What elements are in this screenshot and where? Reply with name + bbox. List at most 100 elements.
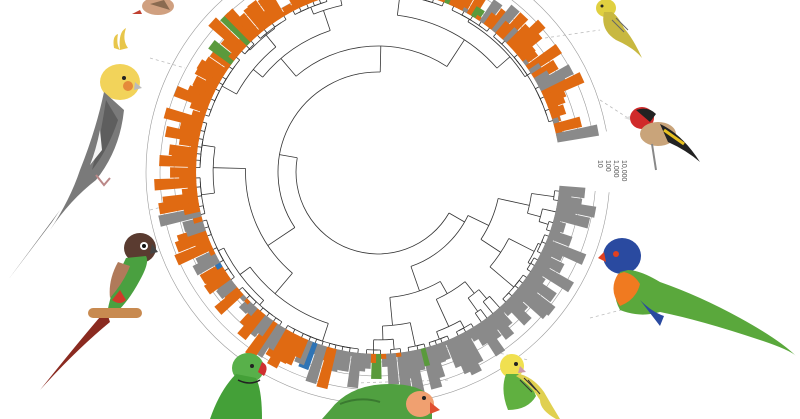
tree-branch xyxy=(428,342,431,347)
tree-branch xyxy=(390,348,401,350)
tree-branch xyxy=(295,45,448,77)
tree-branch xyxy=(392,339,395,350)
scale-label-1000: 1,000 xyxy=(612,160,619,178)
tree-branch xyxy=(451,6,454,11)
tree-branch xyxy=(480,309,485,315)
tree-branch xyxy=(546,221,550,230)
tree-branch xyxy=(489,238,510,268)
tree-branch xyxy=(436,281,466,300)
tree-branch xyxy=(219,259,224,263)
tree-branch xyxy=(310,7,314,15)
tree-branch xyxy=(202,205,206,214)
tree-branch xyxy=(410,215,469,267)
tree-branch xyxy=(544,108,550,112)
tree-branch xyxy=(459,320,465,328)
scale-label-100: 100 xyxy=(604,160,611,172)
tree-branch xyxy=(493,36,503,45)
scale-label-10000: 10,000 xyxy=(620,160,627,182)
tree-branch xyxy=(222,76,227,80)
tree-branch xyxy=(514,280,520,286)
tree-branch xyxy=(448,212,465,223)
tree-branch xyxy=(260,307,264,312)
trait-bar xyxy=(492,307,513,330)
trait-bar xyxy=(506,23,533,50)
tree-branch xyxy=(280,58,297,77)
tree-branch xyxy=(396,0,400,16)
tree-branch xyxy=(482,296,490,303)
tree-branch xyxy=(299,7,302,12)
tree-branch xyxy=(275,317,283,323)
trait-bar xyxy=(502,27,522,46)
trait-bar xyxy=(547,229,573,247)
tree-branch xyxy=(215,88,220,92)
tree-branch xyxy=(464,281,475,294)
tree-branch xyxy=(533,257,538,261)
ringneck-parakeet-illustration xyxy=(210,353,267,419)
tree-branch xyxy=(199,177,202,187)
tree-branch xyxy=(319,0,322,4)
tree-branch xyxy=(446,39,465,67)
tree-branch xyxy=(218,247,225,252)
tree-branch xyxy=(389,281,441,298)
tree-branch xyxy=(461,11,465,16)
tree-branch xyxy=(340,0,343,6)
tree-branch xyxy=(534,88,541,99)
tree-branch xyxy=(257,35,261,39)
tree-branch xyxy=(541,234,545,242)
trait-bar xyxy=(513,286,551,320)
tree-branch xyxy=(423,343,426,348)
tree-branch xyxy=(397,14,498,69)
tree-branch xyxy=(522,274,527,278)
tree-branch xyxy=(264,29,268,34)
trait-bar xyxy=(541,243,565,262)
tree-branch xyxy=(308,336,311,341)
tree-branch xyxy=(527,212,541,218)
trait-bar xyxy=(445,337,466,369)
tree-branch xyxy=(273,317,277,322)
tree-branch xyxy=(200,130,205,132)
serin-illustration xyxy=(596,0,642,58)
tree-branch xyxy=(201,192,215,196)
trait-bar xyxy=(506,293,529,315)
trait-bar xyxy=(208,17,247,54)
tree-branch xyxy=(407,347,410,352)
tree-branch xyxy=(456,327,464,333)
tree-branch xyxy=(206,219,210,227)
tree-branch xyxy=(456,331,459,336)
tree-branch xyxy=(279,154,298,159)
finch-illustration xyxy=(132,0,174,15)
trait-bar xyxy=(244,302,258,317)
tree-branch xyxy=(253,69,263,78)
tree-branch xyxy=(274,272,293,294)
tree-branch xyxy=(246,45,250,50)
trait-bar xyxy=(214,287,244,315)
tree-branch xyxy=(228,268,235,278)
tree-branch xyxy=(199,205,204,207)
scale-ring xyxy=(145,0,610,405)
rainbow-lorikeet-illustration xyxy=(598,238,796,356)
tree-branch xyxy=(326,0,328,2)
tree-branch xyxy=(486,27,490,32)
trait-bar xyxy=(499,300,515,317)
tree-branch xyxy=(292,10,296,15)
trait-bar xyxy=(531,261,574,293)
tree-branch xyxy=(283,15,287,20)
tree-branch xyxy=(229,66,233,70)
tree-branch xyxy=(467,19,470,22)
tree-branch xyxy=(474,312,480,319)
tree-branch xyxy=(259,300,264,306)
trait-bar xyxy=(220,12,254,46)
trait-bar xyxy=(513,30,543,58)
tree-branch xyxy=(478,289,488,300)
trait-bar xyxy=(257,0,281,24)
tree-branch xyxy=(480,198,499,240)
tree-branch xyxy=(548,120,553,123)
tree-branch xyxy=(303,333,311,338)
tree-branch xyxy=(467,21,526,77)
tree-branch xyxy=(316,338,324,342)
tree-branch xyxy=(514,285,519,289)
tree-branch xyxy=(440,335,448,340)
trait-bar xyxy=(555,124,600,143)
tree-branch xyxy=(544,110,550,122)
trait-bar xyxy=(536,252,565,274)
